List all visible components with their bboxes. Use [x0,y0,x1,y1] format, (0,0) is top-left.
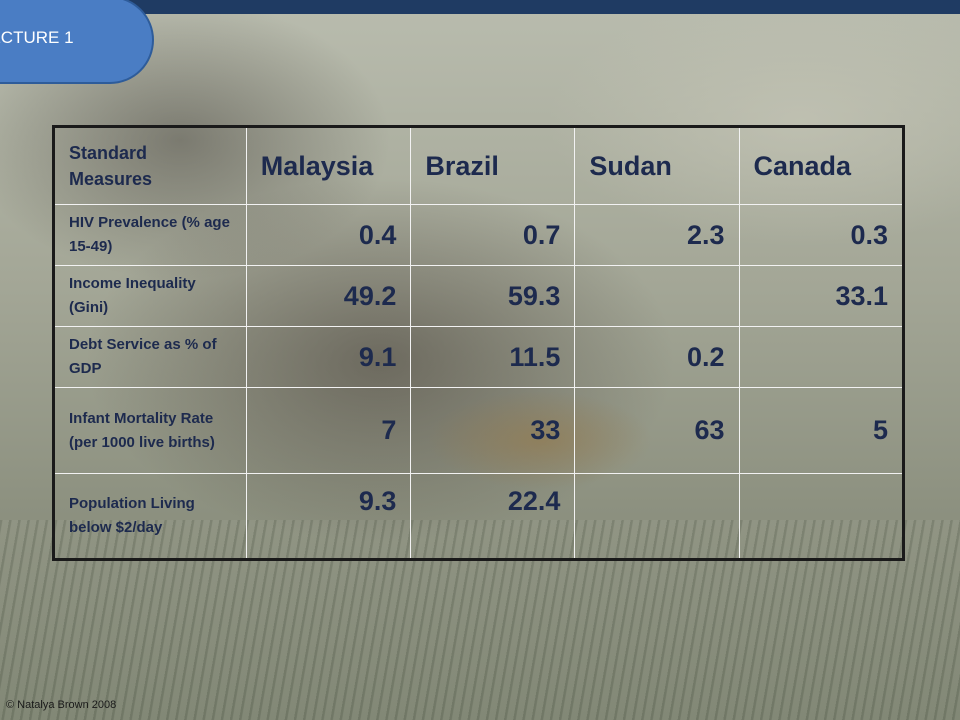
cell-value [738,473,905,560]
copyright-text: © Natalya Brown 2008 [6,699,117,711]
cell-value: 5 [738,387,905,474]
cell-value: 22.4 [410,473,576,560]
cell-value: 9.1 [245,326,412,388]
cell-value: 63 [574,387,740,474]
row-label: Population Living below $2/day [53,473,247,560]
row-label: Income Inequality (Gini) [53,265,247,327]
table-row: Debt Service as % of GDP 9.1 11.5 0.2 [53,326,905,388]
column-header-brazil: Brazil [410,126,576,205]
measures-table: Standard Measures Malaysia Brazil Sudan … [52,125,905,561]
cell-value: 0.4 [245,204,412,266]
column-header-measures: Standard Measures [53,126,247,205]
cell-value: 59.3 [410,265,576,327]
cell-value [738,326,905,388]
cell-value: 0.7 [410,204,576,266]
cell-value [574,473,740,560]
cell-value: 9.3 [245,473,412,560]
cell-value: 11.5 [410,326,576,388]
cell-value: 7 [245,387,412,474]
column-header-canada: Canada [738,126,905,205]
table-row: HIV Prevalence (% age 15-49) 0.4 0.7 2.3… [53,204,905,266]
lecture-tab: LECTURE 1 [0,0,154,84]
table-row: Population Living below $2/day 9.3 22.4 [53,473,905,560]
table-row: Income Inequality (Gini) 49.2 59.3 33.1 [53,265,905,327]
table-header-row: Standard Measures Malaysia Brazil Sudan … [53,126,905,205]
cell-value: 0.2 [574,326,740,388]
row-label: HIV Prevalence (% age 15-49) [53,204,247,266]
column-header-sudan: Sudan [574,126,740,205]
cell-value: 49.2 [245,265,412,327]
lecture-label: LECTURE 1 [0,28,74,47]
header-bar [100,0,960,14]
cell-value: 2.3 [574,204,740,266]
cell-value: 33 [410,387,576,474]
row-label: Infant Mortality Rate (per 1000 live bir… [53,387,247,474]
cell-value: 0.3 [738,204,905,266]
table-row: Infant Mortality Rate (per 1000 live bir… [53,387,905,474]
row-label: Debt Service as % of GDP [53,326,247,388]
column-header-malaysia: Malaysia [245,126,412,205]
cell-value [574,265,740,327]
cell-value: 33.1 [738,265,905,327]
